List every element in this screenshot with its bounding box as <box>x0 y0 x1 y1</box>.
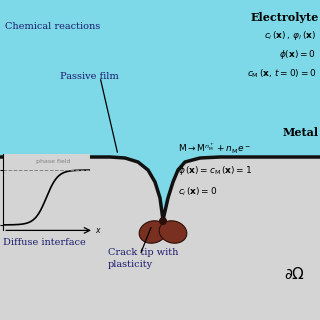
Ellipse shape <box>139 221 167 243</box>
Text: Diffuse interface: Diffuse interface <box>3 238 86 247</box>
Ellipse shape <box>159 217 167 225</box>
Text: $c_i\,(\mathbf{x}) = 0$: $c_i\,(\mathbf{x}) = 0$ <box>178 185 217 197</box>
Ellipse shape <box>159 221 187 243</box>
Text: $\mathrm{M} \rightarrow \mathrm{M}^{n_\mathrm{M}^+} + n_\mathrm{M}e^-$: $\mathrm{M} \rightarrow \mathrm{M}^{n_\m… <box>178 142 251 156</box>
Polygon shape <box>0 0 320 220</box>
Text: $\partial\Omega$: $\partial\Omega$ <box>284 266 305 282</box>
Text: Metal: Metal <box>283 127 319 138</box>
Text: Crack tip with
plasticity: Crack tip with plasticity <box>108 248 178 269</box>
Text: $c_i\,(\mathbf{x})\,,\,\varphi_l\,(\mathbf{x})$: $c_i\,(\mathbf{x})\,,\,\varphi_l\,(\math… <box>264 29 316 42</box>
Text: Chemical reactions: Chemical reactions <box>5 22 100 31</box>
Text: $\phi\,(\mathbf{x}) = c_\mathrm{M}\,(\mathbf{x}) = 1$: $\phi\,(\mathbf{x}) = c_\mathrm{M}\,(\ma… <box>178 164 252 177</box>
Text: Electrolyte: Electrolyte <box>251 12 319 23</box>
Text: $\phi(\mathbf{x}) = 0$: $\phi(\mathbf{x}) = 0$ <box>279 48 316 61</box>
Text: Passive film: Passive film <box>60 72 119 81</box>
Text: $c_\mathrm{M}\,(\mathbf{x},\,t=0) = 0$: $c_\mathrm{M}\,(\mathbf{x},\,t=0) = 0$ <box>246 67 316 79</box>
